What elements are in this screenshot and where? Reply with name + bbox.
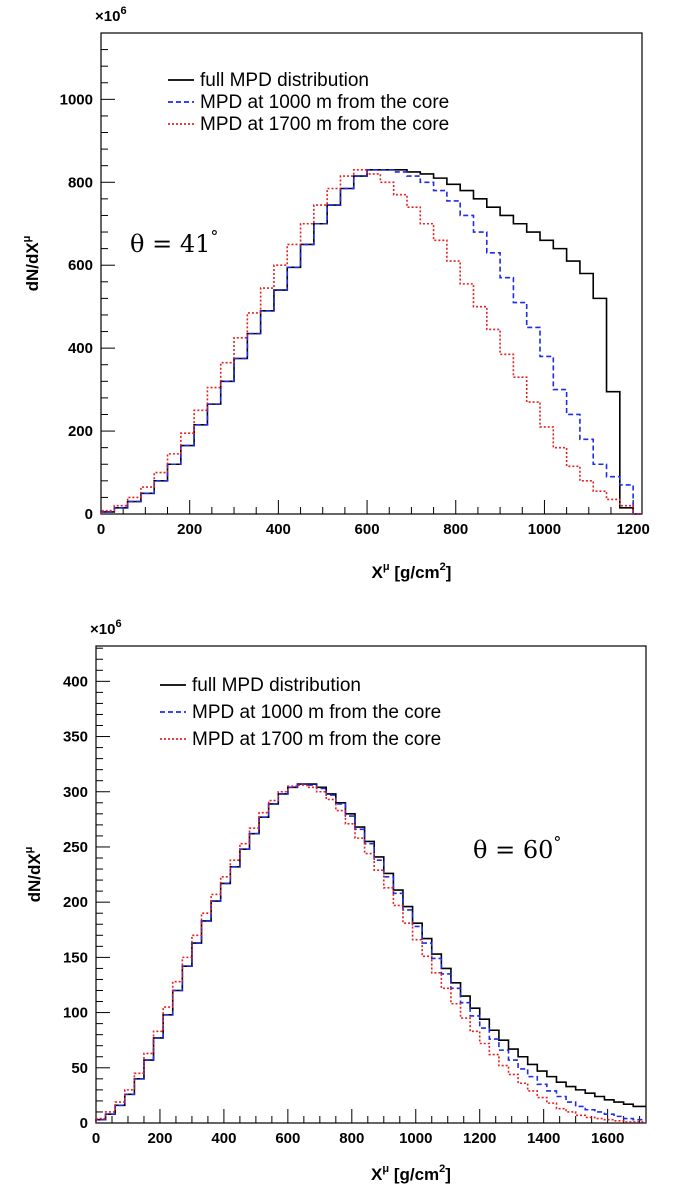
y-axis-title: dN/dXμ: [23, 847, 44, 903]
x-tick-label: 1400: [527, 1130, 560, 1147]
x-tick-label: 1200: [463, 1130, 496, 1147]
x-tick-label: 1000: [399, 1130, 432, 1147]
series-line-3: [95, 784, 646, 1123]
series-line-3: [100, 169, 642, 515]
y-tick-label: 50: [71, 1060, 88, 1077]
y-tick-label: 200: [68, 423, 93, 440]
series-line-1: [100, 169, 642, 515]
legend-label-2: MPD at 1000 m from the core: [192, 702, 441, 723]
y-tick-label: 400: [63, 673, 88, 690]
y-tick-label: 400: [68, 340, 93, 357]
y-tick-label: 350: [63, 729, 88, 746]
legend-label-3: MPD at 1700 m from the core: [192, 729, 441, 750]
x-tick-label: 800: [339, 1130, 364, 1147]
x-tick-label: 600: [275, 1130, 300, 1147]
x-tick-label: 1600: [591, 1130, 624, 1147]
angle-annotation: θ = 41°: [130, 227, 218, 258]
y-tick-label: 0: [80, 1115, 88, 1132]
x-tick-label: 600: [355, 521, 380, 538]
x-axis-title: Xμ [g/cm2]: [371, 1163, 451, 1184]
y-tick-label: 1000: [60, 91, 93, 108]
x-tick-label: 800: [443, 521, 468, 538]
x-tick-label: 0: [97, 521, 105, 538]
y-multiplier: ×106: [95, 5, 127, 25]
y-tick-label: 250: [63, 839, 88, 856]
y-tick-label: 600: [68, 257, 93, 274]
plot-frame: [100, 32, 643, 515]
y-multiplier: ×106: [90, 618, 122, 638]
y-tick-label: 0: [85, 506, 93, 523]
y-tick-label: 300: [63, 784, 88, 801]
x-tick-label: 1000: [528, 521, 561, 538]
x-axis-title: Xμ [g/cm2]: [372, 561, 452, 582]
series-line-2: [100, 169, 642, 515]
x-tick-label: 1200: [616, 521, 649, 538]
x-tick-label: 400: [211, 1130, 236, 1147]
x-tick-label: 400: [266, 521, 291, 538]
legend-label-3: MPD at 1700 m from the core: [200, 114, 449, 135]
y-tick-label: 800: [68, 174, 93, 191]
legend-label-2: MPD at 1000 m from the core: [200, 92, 449, 113]
plot-frame: [95, 645, 647, 1124]
y-tick-label: 150: [63, 949, 88, 966]
y-tick-label: 200: [63, 894, 88, 911]
legend-label-1: full MPD distribution: [200, 70, 369, 91]
x-tick-label: 0: [92, 1130, 100, 1147]
angle-annotation: θ = 60°: [473, 833, 561, 864]
y-axis-title: dN/dXμ: [21, 236, 42, 292]
series-line-1: [95, 783, 646, 1123]
x-tick-label: 200: [177, 521, 202, 538]
series-line-2: [95, 783, 646, 1123]
x-tick-label: 200: [147, 1130, 172, 1147]
chart-panel-2: 0 200 400 600 800 1000 1200 1400 1600 0 50 100 150 20…: [23, 618, 647, 1184]
legend-label-1: full MPD distribution: [192, 675, 361, 696]
chart-panel-1: 0 200 400 600 800 1000 1200 0 200 400 600 800 1000 ×1…: [21, 5, 650, 582]
y-tick-label: 100: [63, 1005, 88, 1022]
